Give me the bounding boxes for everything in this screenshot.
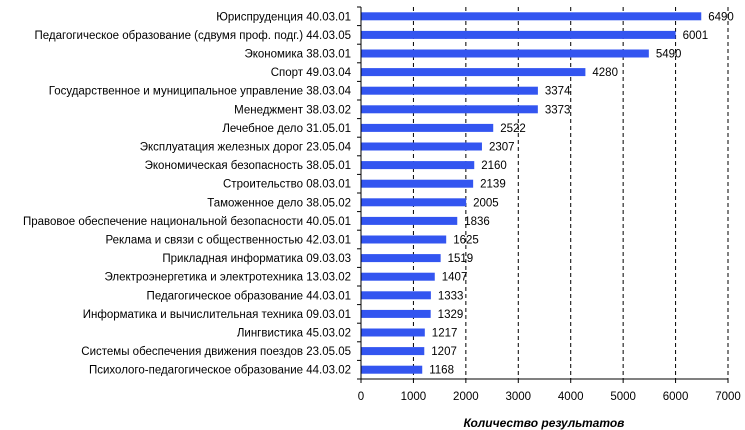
category-label: Реклама и связи с общественностью 42.03.… bbox=[105, 235, 351, 247]
value-label: 4280 bbox=[592, 67, 618, 79]
value-label: 2005 bbox=[473, 197, 499, 209]
bar bbox=[361, 30, 676, 39]
bar bbox=[361, 105, 538, 114]
tick-label: 1000 bbox=[401, 391, 427, 403]
value-label: 3373 bbox=[545, 104, 571, 116]
bar bbox=[361, 291, 431, 300]
bar bbox=[361, 49, 649, 58]
value-label: 1407 bbox=[442, 272, 468, 284]
tick-label: 3000 bbox=[505, 391, 531, 403]
value-label: 2160 bbox=[481, 160, 507, 172]
bar bbox=[361, 328, 425, 337]
tick-label: 0 bbox=[358, 391, 364, 403]
bar bbox=[361, 365, 423, 374]
bar bbox=[361, 254, 441, 263]
value-label: 1625 bbox=[453, 235, 479, 247]
bar bbox=[361, 68, 586, 77]
value-label: 1333 bbox=[438, 290, 464, 302]
bar bbox=[361, 142, 482, 151]
tick-labels: 0 1000 2000 3000 4000 5000 6000 7000 bbox=[358, 391, 741, 403]
category-label: Экономическая безопасность 38.05.01 bbox=[145, 160, 351, 172]
tick-label: 7000 bbox=[715, 391, 741, 403]
bar bbox=[361, 123, 494, 132]
value-label: 2522 bbox=[500, 123, 526, 135]
grid-lines bbox=[412, 7, 729, 379]
value-label: 6490 bbox=[708, 11, 734, 23]
bar bbox=[361, 272, 435, 281]
category-label: Информатика и вычислительная техника 09.… bbox=[83, 309, 351, 321]
x-axis-title: Количество результатов bbox=[464, 416, 625, 430]
bar bbox=[361, 161, 475, 170]
tick-label: 5000 bbox=[610, 391, 636, 403]
tick-label: 6000 bbox=[663, 391, 689, 403]
value-label: 1519 bbox=[448, 253, 474, 265]
value-label: 1207 bbox=[431, 346, 457, 358]
bar bbox=[361, 235, 447, 244]
category-label: Педагогическое образование (сдвумя проф.… bbox=[34, 30, 351, 42]
bars bbox=[361, 12, 702, 374]
value-label: 2139 bbox=[480, 179, 506, 191]
bar bbox=[361, 198, 467, 207]
category-label: Государственное и муниципальное управлен… bbox=[49, 86, 352, 98]
tick-label: 2000 bbox=[453, 391, 479, 403]
bar bbox=[361, 309, 431, 318]
value-label: 5490 bbox=[656, 49, 682, 61]
category-label: Спорт 49.03.04 bbox=[271, 67, 352, 79]
bar bbox=[361, 179, 474, 188]
value-label: 1329 bbox=[438, 309, 464, 321]
category-label: Лечебное дело 31.05.01 bbox=[222, 123, 351, 135]
bar bbox=[361, 347, 425, 356]
value-label: 1168 bbox=[429, 365, 454, 377]
category-label: Строительство 08.03.01 bbox=[223, 179, 351, 191]
bar bbox=[361, 86, 538, 95]
category-label: Юриспруденция 40.03.01 bbox=[216, 11, 351, 23]
category-label: Лингвистика 45.03.02 bbox=[237, 328, 351, 340]
category-label: Прикладная информатика 09.03.03 bbox=[162, 253, 351, 265]
tick-label: 4000 bbox=[558, 391, 584, 403]
bar bbox=[361, 12, 702, 21]
category-label: Педагогическое образование 44.03.01 bbox=[147, 290, 351, 302]
value-label: 3374 bbox=[545, 86, 571, 98]
value-label: 6001 bbox=[683, 30, 709, 42]
category-label: Экономика 38.03.01 bbox=[244, 49, 351, 61]
category-label: Таможенное дело 38.05.02 bbox=[207, 197, 351, 209]
value-label: 1836 bbox=[464, 216, 490, 228]
category-label: Системы обеспечения движения поездов 23.… bbox=[81, 346, 351, 358]
bar bbox=[361, 216, 458, 225]
value-label: 2307 bbox=[489, 142, 515, 154]
value-label: 1217 bbox=[432, 328, 458, 340]
category-label: Правовое обеспечение национальной безопа… bbox=[23, 216, 351, 228]
category-label: Менеджмент 38.03.02 bbox=[234, 104, 351, 116]
category-label: Электроэнергетика и электротехника 13.03… bbox=[105, 272, 352, 284]
category-labels: Юриспруденция 40.03.01 Педагогическое обр… bbox=[23, 11, 352, 376]
axes bbox=[357, 6, 729, 383]
category-label: Эксплуатация железных дорог 23.05.04 bbox=[140, 142, 352, 154]
category-label: Психолого-педагогическое образование 44.… bbox=[89, 365, 351, 377]
